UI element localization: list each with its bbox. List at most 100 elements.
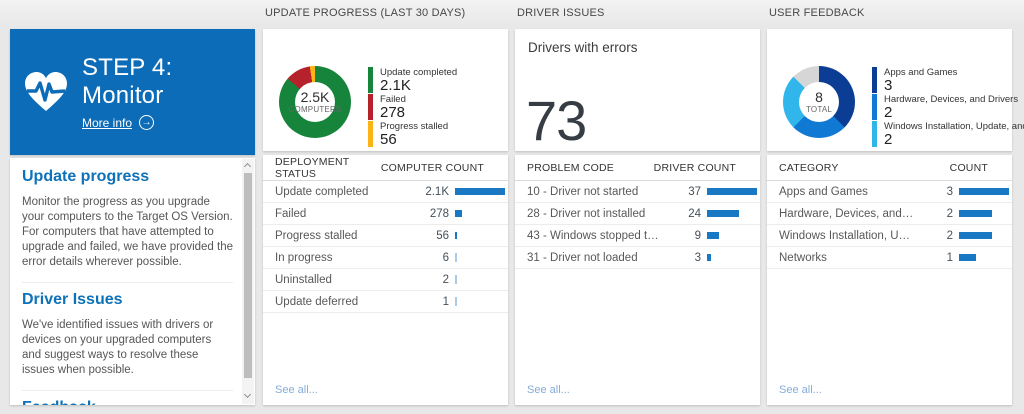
legend-label: Progress stalled (380, 121, 449, 132)
row-label: Apps and Games (779, 185, 868, 198)
scroll-down-icon[interactable] (243, 390, 252, 399)
overview-section: Update progress Monitor the progress as … (22, 160, 233, 283)
table-header: DEPLOYMENT STATUS COMPUTER COUNT (263, 155, 508, 181)
update-progress-chart-card: 2.5K COMPUTERS Update completed 2.1K Fai… (263, 29, 508, 151)
overview-section: Driver Issues We've identified issues wi… (22, 283, 233, 391)
see-all-link[interactable]: See all... (779, 384, 822, 396)
row-bar (455, 188, 505, 195)
donut-center-label: COMPUTERS (288, 105, 342, 114)
row-value: 2 (946, 207, 953, 220)
row-bar (959, 254, 1009, 261)
drivers-with-errors-label: Drivers with errors (528, 40, 638, 55)
table-row[interactable]: Failed 278 (263, 203, 508, 225)
legend-item: Apps and Games 3 (872, 67, 1024, 93)
row-label: Networks (779, 251, 827, 264)
panel-header-user-feedback: USER FEEDBACK (769, 7, 865, 19)
see-all-link[interactable]: See all... (275, 384, 318, 396)
row-bar (707, 254, 757, 261)
donut-center: 2.5K COMPUTERS (289, 82, 341, 122)
legend-label: Update completed (380, 67, 458, 78)
legend-label: Hardware, Devices, and Drivers (884, 94, 1019, 105)
legend-label: Failed (380, 94, 406, 105)
heartbeat-icon (25, 72, 67, 111)
row-bar (707, 232, 757, 239)
panel-header-update-progress: UPDATE PROGRESS (LAST 30 DAYS) (265, 7, 466, 19)
step-column: STEP 4: Monitor More info → Update progr… (10, 0, 255, 414)
row-value: 1 (442, 295, 449, 308)
legend-value: 2.1K (380, 77, 411, 94)
column-header-problem-code: PROBLEM CODE (527, 161, 614, 174)
row-label: Windows Installation, Update,... (779, 229, 919, 242)
scrollbar[interactable] (242, 159, 254, 404)
update-progress-legend: Update completed 2.1K Failed 278 Progres… (368, 67, 457, 148)
table-row[interactable]: Update completed 2.1K (263, 181, 508, 203)
row-bar (455, 210, 505, 217)
see-all-link[interactable]: See all... (527, 384, 570, 396)
table-row[interactable]: Progress stalled 56 (263, 225, 508, 247)
driver-issues-table: 10 - Driver not started 37 28 - Driver n… (515, 181, 760, 269)
legend-value: 278 (380, 104, 406, 121)
row-label: Failed (275, 207, 307, 220)
row-label: 28 - Driver not installed (527, 207, 646, 220)
table-row[interactable]: Apps and Games 3 (767, 181, 1012, 203)
table-row[interactable]: Networks 1 (767, 247, 1012, 269)
column-header-status: DEPLOYMENT STATUS (275, 155, 350, 180)
donut-center: 8 TOTAL (799, 82, 839, 122)
table-row[interactable]: Uninstalled 2 (263, 269, 508, 291)
legend-value: 3 (884, 77, 893, 94)
table-row[interactable]: In progress 6 (263, 247, 508, 269)
update-progress-table-card: DEPLOYMENT STATUS COMPUTER COUNT Update … (263, 155, 508, 405)
user-feedback-table-card: CATEGORY COUNT Apps and Games 3 Hardware… (767, 155, 1012, 405)
row-bar (959, 210, 1009, 217)
table-row[interactable]: 28 - Driver not installed 24 (515, 203, 760, 225)
panel-user-feedback: USER FEEDBACK 8 TOTAL Apps and Games 3 H… (767, 0, 1024, 414)
row-value: 56 (436, 229, 449, 242)
column-header-count: COUNT (949, 161, 988, 174)
scrollbar-thumb[interactable] (244, 173, 252, 378)
table-header: PROBLEM CODE DRIVER COUNT (515, 155, 760, 181)
row-label: Uninstalled (275, 273, 332, 286)
panel-driver-issues: DRIVER ISSUES Drivers with errors 73 PRO… (515, 0, 760, 414)
row-value: 3 (694, 251, 701, 264)
row-label: 10 - Driver not started (527, 185, 639, 198)
table-row[interactable]: Windows Installation, Update,... 2 (767, 225, 1012, 247)
user-feedback-legend: Apps and Games 3 Hardware, Devices, and … (872, 67, 1024, 148)
row-label: Hardware, Devices, and Drivers (779, 207, 919, 220)
table-row[interactable]: 10 - Driver not started 37 (515, 181, 760, 203)
update-progress-donut[interactable]: 2.5K COMPUTERS (279, 66, 351, 138)
row-label: Update deferred (275, 295, 359, 308)
drivers-with-errors-count: 73 (526, 89, 587, 152)
table-row[interactable]: Hardware, Devices, and Drivers 2 (767, 203, 1012, 225)
step-tile-text: STEP 4: Monitor More info → (82, 54, 243, 130)
step-tile[interactable]: STEP 4: Monitor More info → (10, 29, 255, 155)
user-feedback-donut[interactable]: 8 TOTAL (783, 66, 855, 138)
driver-issues-summary-card: Drivers with errors 73 (515, 29, 760, 151)
arrow-right-circle-icon: → (139, 115, 155, 130)
row-label: 31 - Driver not loaded (527, 251, 638, 264)
row-value: 2 (442, 273, 449, 286)
legend-item: Windows Installation, Update, and... 2 (872, 121, 1024, 147)
scroll-up-icon[interactable] (243, 162, 252, 171)
table-row[interactable]: 31 - Driver not loaded 3 (515, 247, 760, 269)
donut-center-label: TOTAL (805, 105, 833, 114)
column-header-count: COMPUTER COUNT (380, 161, 484, 174)
overview-card: Update progress Monitor the progress as … (10, 158, 255, 405)
table-header: CATEGORY COUNT (767, 155, 1012, 181)
table-row[interactable]: 43 - Windows stopped the devi... 9 (515, 225, 760, 247)
legend-value: 2 (884, 104, 893, 121)
row-value: 9 (694, 229, 701, 242)
row-value: 3 (946, 185, 953, 198)
table-row[interactable]: Update deferred 1 (263, 291, 508, 313)
user-feedback-table: Apps and Games 3 Hardware, Devices, and … (767, 181, 1012, 269)
row-label: 43 - Windows stopped the devi... (527, 229, 667, 242)
overview-section: Feedback Review the feedback submitted b… (22, 391, 233, 405)
more-info-link[interactable]: More info → (82, 115, 243, 130)
donut-center-value: 8 (815, 89, 823, 105)
legend-value: 56 (380, 131, 397, 148)
row-bar (707, 188, 757, 195)
panel-header-driver-issues: DRIVER ISSUES (517, 7, 605, 19)
section-body: We've identified issues with drivers or … (22, 319, 214, 376)
row-value: 37 (688, 185, 701, 198)
row-value: 2.1K (425, 185, 449, 198)
column-header-category: CATEGORY (779, 161, 839, 174)
